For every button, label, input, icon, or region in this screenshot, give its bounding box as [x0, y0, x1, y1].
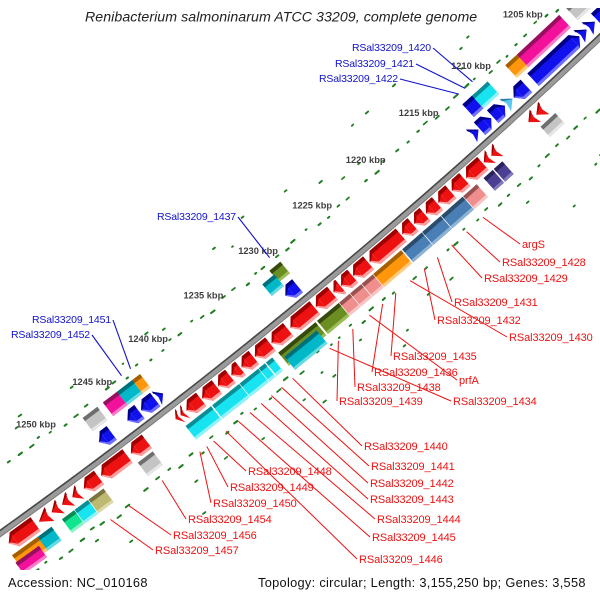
svg-text:RSal33209_1457: RSal33209_1457: [155, 545, 239, 557]
svg-text:Renibacterium salmoninarum ATC: Renibacterium salmoninarum ATCC 33209, c…: [85, 10, 477, 26]
svg-text:RSal33209_1437: RSal33209_1437: [157, 211, 236, 223]
svg-text:1245 kbp: 1245 kbp: [72, 377, 112, 387]
svg-text:RSal33209_1445: RSal33209_1445: [372, 532, 456, 544]
svg-text:RSal33209_1443: RSal33209_1443: [370, 494, 454, 506]
svg-text:RSal33209_1430: RSal33209_1430: [509, 332, 593, 344]
svg-text:1230 kbp: 1230 kbp: [238, 246, 278, 256]
svg-text:RSal33209_1450: RSal33209_1450: [213, 498, 297, 510]
svg-text:argS: argS: [522, 239, 545, 251]
svg-text:1210 kbp: 1210 kbp: [451, 61, 491, 71]
svg-text:1250 kbp: 1250 kbp: [16, 420, 56, 430]
svg-text:RSal33209_1420: RSal33209_1420: [352, 42, 431, 54]
svg-text:RSal33209_1440: RSal33209_1440: [364, 441, 448, 453]
svg-text:RSal33209_1442: RSal33209_1442: [370, 478, 454, 490]
svg-text:RSal33209_1436: RSal33209_1436: [374, 367, 458, 379]
svg-text:RSal33209_1439: RSal33209_1439: [339, 396, 423, 408]
svg-text:1220 kbp: 1220 kbp: [346, 155, 386, 165]
svg-text:RSal33209_1434: RSal33209_1434: [453, 396, 537, 408]
svg-text:RSal33209_1451: RSal33209_1451: [32, 314, 111, 326]
svg-text:RSal33209_1456: RSal33209_1456: [173, 530, 257, 542]
svg-text:RSal33209_1428: RSal33209_1428: [502, 257, 586, 269]
svg-text:RSal33209_1444: RSal33209_1444: [377, 514, 461, 526]
svg-text:prfA: prfA: [459, 375, 480, 387]
svg-text:RSal33209_1429: RSal33209_1429: [484, 273, 568, 285]
svg-text:Topology: circular; Length: 3,: Topology: circular; Length: 3,155,250 bp…: [258, 575, 586, 590]
svg-text:RSal33209_1422: RSal33209_1422: [319, 73, 398, 85]
svg-text:RSal33209_1446: RSal33209_1446: [359, 554, 443, 566]
svg-text:1240 kbp: 1240 kbp: [128, 334, 168, 344]
svg-text:RSal33209_1441: RSal33209_1441: [371, 461, 455, 473]
svg-text:RSal33209_1452: RSal33209_1452: [11, 329, 90, 341]
svg-text:RSal33209_1438: RSal33209_1438: [357, 382, 441, 394]
svg-text:RSal33209_1448: RSal33209_1448: [248, 466, 332, 478]
svg-text:1215 kbp: 1215 kbp: [399, 108, 439, 118]
svg-text:1225 kbp: 1225 kbp: [292, 201, 332, 211]
svg-text:RSal33209_1454: RSal33209_1454: [188, 514, 272, 526]
svg-text:1235 kbp: 1235 kbp: [184, 290, 224, 300]
svg-text:Accession: NC_010168: Accession: NC_010168: [8, 575, 148, 590]
svg-text:RSal33209_1431: RSal33209_1431: [454, 297, 538, 309]
svg-text:RSal33209_1435: RSal33209_1435: [393, 351, 477, 363]
svg-text:RSal33209_1449: RSal33209_1449: [230, 482, 314, 494]
svg-text:RSal33209_1421: RSal33209_1421: [335, 58, 414, 70]
svg-text:1205 kbp: 1205 kbp: [503, 10, 543, 20]
